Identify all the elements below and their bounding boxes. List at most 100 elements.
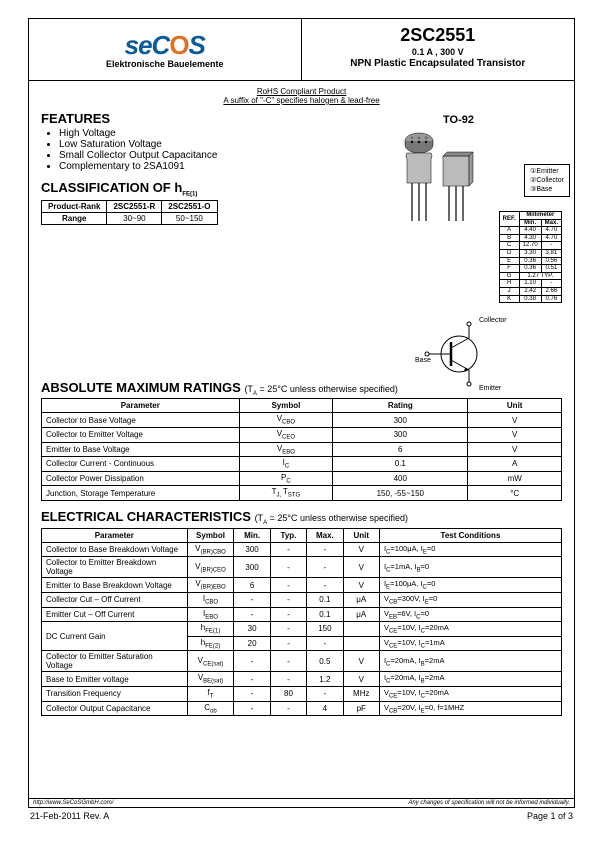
ec-head: Max.: [307, 528, 343, 542]
amr-symbol: IC: [239, 457, 333, 472]
amr-unit: V: [468, 413, 562, 428]
dim-cell: D: [499, 249, 519, 257]
dim-cell: 1.10: [519, 280, 541, 288]
dim-cell: 4.70: [541, 234, 561, 242]
ec-head: Typ.: [270, 528, 306, 542]
amr-symbol: PC: [239, 471, 333, 486]
amr-param: Collector to Base Voltage: [42, 413, 240, 428]
part-spec: 0.1 A , 300 V: [306, 47, 571, 57]
title-cell: 2SC2551 0.1 A , 300 V NPN Plastic Encaps…: [302, 19, 575, 80]
amr-unit: mW: [468, 471, 562, 486]
dim-cell: 12.70: [519, 242, 541, 250]
ec-head: Unit: [343, 528, 379, 542]
ec-head: Symbol: [187, 528, 234, 542]
ec-param: Base to Emitter voltage: [42, 672, 188, 687]
pin-row: ③Base: [530, 185, 564, 194]
circuit-collector-label: Collector: [479, 317, 507, 324]
amr-param: Junction, Storage Temperature: [42, 486, 240, 501]
footer-disclaimer: Any changes of specification will not be…: [408, 800, 570, 806]
ec-symbol: VCE(sat): [187, 651, 234, 672]
ec-typ: 80: [270, 686, 306, 701]
amr-param: Collector Current - Continuous: [42, 457, 240, 472]
dim-cell: 0.51: [541, 265, 561, 273]
ec-typ: -: [270, 651, 306, 672]
header-row: seCOS Elektronische Bauelemente 2SC2551 …: [29, 19, 574, 81]
ec-symbol: Cob: [187, 701, 234, 716]
dim-head: Millimeter: [519, 212, 561, 220]
amr-head: Parameter: [42, 399, 240, 413]
dim-cell: H: [499, 280, 519, 288]
features-title: FEATURES: [41, 111, 562, 126]
footer-page: Page 1 of 3: [527, 811, 573, 821]
dim-cell: 0.76: [541, 295, 561, 303]
ec-unit: [343, 636, 379, 651]
dim-cell: 3.30: [519, 249, 541, 257]
class-title-text: CLASSIFICATION OF h: [41, 180, 182, 195]
dim-cell: E: [499, 257, 519, 265]
ec-cond: (TA = 25°C unless otherwise specified): [255, 513, 408, 523]
logo-text: seCOS: [125, 30, 205, 61]
dim-cell: G: [499, 272, 519, 280]
ec-cond: VEB=6V, IC=0: [379, 607, 561, 622]
amr-table: Parameter Symbol Rating Unit Collector t…: [41, 398, 562, 501]
amr-rating: 6: [333, 442, 468, 457]
footer-url: http://www.SeCoSGmbH.com/: [33, 800, 113, 806]
ec-head: Test Conditions: [379, 528, 561, 542]
ec-symbol: V(BR)EBO: [187, 578, 234, 593]
amr-symbol: VEBO: [239, 442, 333, 457]
amr-param: Collector Power Dissipation: [42, 471, 240, 486]
ec-max: 1.2: [307, 672, 343, 687]
amr-unit: A: [468, 457, 562, 472]
ec-param: Transition Frequency: [42, 686, 188, 701]
amr-rating: 400: [333, 471, 468, 486]
dimension-table: REF.Millimeter Min.Max. A4.404.70 B4.304…: [499, 211, 562, 303]
ec-typ: -: [270, 557, 306, 578]
ec-unit: V: [343, 672, 379, 687]
ec-unit: μA: [343, 592, 379, 607]
amr-rating: 0.1: [333, 457, 468, 472]
feature-item: Small Collector Output Capacitance: [59, 150, 562, 161]
ec-min: 300: [234, 557, 270, 578]
ec-typ: -: [270, 592, 306, 607]
class-cell: 50~150: [162, 212, 217, 224]
ec-cond: IC=20mA, IB=2mA: [379, 651, 561, 672]
footer-date: 21-Feb-2011 Rev. A: [30, 811, 109, 821]
rohs-line2: A suffix of "-C" specifies halogen & lea…: [41, 96, 562, 105]
amr-head: Unit: [468, 399, 562, 413]
amr-head: Rating: [333, 399, 468, 413]
pin-table: ①Emitter ②Collector ③Base: [524, 164, 570, 197]
rohs-line1: RoHS Compliant Product: [41, 87, 562, 96]
amr-rating: 300: [333, 427, 468, 442]
package-label: TO-92: [443, 114, 474, 126]
ec-cond: IC=100μA, IE=0: [379, 542, 561, 557]
dim-cell: 3.81: [541, 249, 561, 257]
dim-cell: C: [499, 242, 519, 250]
ec-typ: -: [270, 622, 306, 637]
ec-unit: V: [343, 578, 379, 593]
dim-cell: B: [499, 234, 519, 242]
ec-min: -: [234, 607, 270, 622]
logo-post: S: [189, 30, 205, 60]
class-cell: Range: [42, 212, 107, 224]
ec-head: Min.: [234, 528, 270, 542]
ec-symbol: hFE(1): [187, 622, 234, 637]
ec-max: -: [307, 686, 343, 701]
ec-min: -: [234, 701, 270, 716]
amr-unit: V: [468, 442, 562, 457]
ec-param: Collector to Base Breakdown Voltage: [42, 542, 188, 557]
logo-sub: Elektronische Bauelemente: [106, 59, 224, 69]
ec-cond: VCE=10V, IC=20mA: [379, 686, 561, 701]
ec-max: -: [307, 557, 343, 578]
amr-param: Collector to Emitter Voltage: [42, 427, 240, 442]
dim-cell: -: [541, 280, 561, 288]
dim-cell: F: [499, 265, 519, 273]
ec-unit: μA: [343, 607, 379, 622]
amr-symbol: VCBO: [239, 413, 333, 428]
amr-symbol: TJ, TSTG: [239, 486, 333, 501]
class-head: Product-Rank: [42, 200, 107, 212]
ec-typ: -: [270, 701, 306, 716]
ec-symbol: V(BR)CEO: [187, 557, 234, 578]
dim-cell: 2.42: [519, 287, 541, 295]
features-list: High Voltage Low Saturation Voltage Smal…: [59, 128, 562, 172]
ec-min: -: [234, 686, 270, 701]
